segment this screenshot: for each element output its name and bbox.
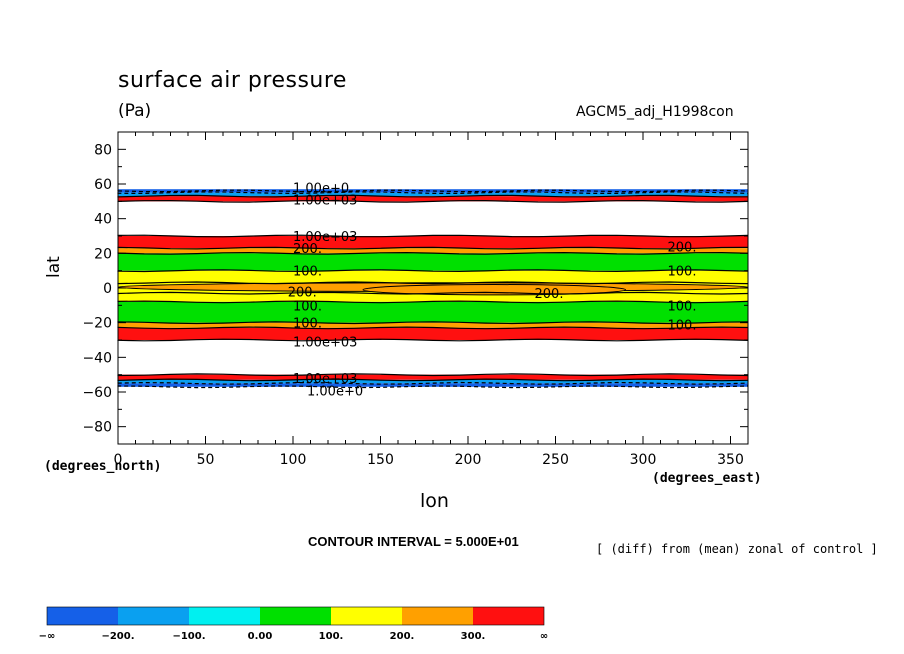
colorbar-swatch <box>402 607 473 625</box>
contour-label: 100. <box>293 265 322 280</box>
contour-line <box>117 381 749 385</box>
contour-line <box>117 321 749 325</box>
colorbar-label: 300. <box>461 631 486 642</box>
contour-band <box>118 192 748 197</box>
contour-label: 1.00e+0 <box>293 181 349 196</box>
contour-line <box>117 326 749 330</box>
y-tick-label: 40 <box>94 212 112 228</box>
colorbar-label: 0.00 <box>248 631 273 642</box>
colorbar-label: 100. <box>319 631 344 642</box>
contour-label: 200. <box>293 242 322 257</box>
contour-line <box>117 234 749 238</box>
colorbar-swatch <box>47 607 118 625</box>
x-tick-label: 150 <box>367 452 394 468</box>
colorbar-frame <box>46 606 545 626</box>
y-tick-label: −20 <box>82 316 112 332</box>
diff-note: [ (diff) from (mean) zonal of control ] <box>596 542 878 556</box>
contour-label: 100. <box>293 317 322 332</box>
contour-line <box>117 189 749 193</box>
contour-band <box>118 327 748 340</box>
contour-label: 200. <box>288 285 317 300</box>
contour-line <box>117 385 749 389</box>
contour-label: 100. <box>293 299 322 314</box>
y-tick-label: −60 <box>82 385 112 401</box>
contour-label: 200. <box>535 287 564 302</box>
contour-line <box>117 194 748 198</box>
contour-label: 100. <box>668 265 697 280</box>
contour-label: 1.00e+03 <box>293 194 357 209</box>
y-tick-label: 0 <box>103 281 112 297</box>
contour-band <box>118 248 748 254</box>
x-tick-label: 50 <box>197 452 215 468</box>
x-axis-label: lon <box>420 490 449 512</box>
contour-band <box>118 253 748 271</box>
colorbar-label: −200. <box>101 631 134 642</box>
x-tick-label: 100 <box>280 452 307 468</box>
colorbar-label: −∞ <box>39 631 56 642</box>
contour-band <box>118 379 748 384</box>
x-axis-units: (degrees_east) <box>652 471 762 486</box>
x-tick-label: 250 <box>542 452 569 468</box>
contour-line <box>117 251 749 255</box>
contour-line <box>117 338 749 342</box>
contour-line <box>117 281 749 285</box>
y-tick-label: 80 <box>94 142 112 158</box>
colorbar-label: 200. <box>390 631 415 642</box>
contour-band <box>118 322 748 328</box>
chart-units: (Pa) <box>118 101 152 121</box>
y-tick-label: 20 <box>94 246 112 262</box>
contour-label: 100. <box>668 299 697 314</box>
contour-line <box>117 191 749 195</box>
contour-band <box>118 196 748 202</box>
contour-line <box>117 378 749 382</box>
colorbar-swatch <box>331 607 402 625</box>
y-tick-label: 60 <box>94 177 112 193</box>
contour-band <box>118 383 748 387</box>
contour-patch <box>362 284 626 296</box>
contour-line <box>117 199 749 203</box>
colorbar-swatch <box>118 607 189 625</box>
contour-band <box>118 374 748 380</box>
contour-band <box>118 301 748 323</box>
colorbar-swatch <box>260 607 331 625</box>
contour-label: 1.00e+03 <box>293 372 357 387</box>
contour-line <box>117 373 749 377</box>
contour-line <box>117 300 749 304</box>
contour-line <box>117 246 749 250</box>
contour-label: 100. <box>668 318 697 333</box>
contour-label: 1.00e+0 <box>307 384 363 399</box>
colorbar-label: ∞ <box>540 631 548 642</box>
colorbar-swatch <box>189 607 260 625</box>
x-tick-label: 200 <box>455 452 482 468</box>
chart-title: surface air pressure <box>118 68 347 93</box>
x-tick-label: 350 <box>717 452 744 468</box>
y-tick-label: −40 <box>82 350 112 366</box>
y-tick-label: −80 <box>82 420 112 436</box>
contour-interval: CONTOUR INTERVAL = 5.000E+01 <box>308 534 519 549</box>
y-axis-units: (degrees_north) <box>44 459 162 474</box>
contour-label: 200. <box>668 240 697 255</box>
contour-band <box>118 236 748 249</box>
colorbar-swatch <box>473 607 544 625</box>
contour-line <box>117 269 749 273</box>
run-label: AGCM5_adj_H1998con <box>576 104 734 120</box>
contour-label: 1.00e+03 <box>293 230 357 245</box>
contour-label: 1.00e+03 <box>293 336 357 351</box>
colorbar-label: −100. <box>172 631 205 642</box>
contour-line <box>117 291 749 295</box>
x-tick-label: 300 <box>630 452 657 468</box>
x-tick-label: 0 <box>114 452 123 468</box>
